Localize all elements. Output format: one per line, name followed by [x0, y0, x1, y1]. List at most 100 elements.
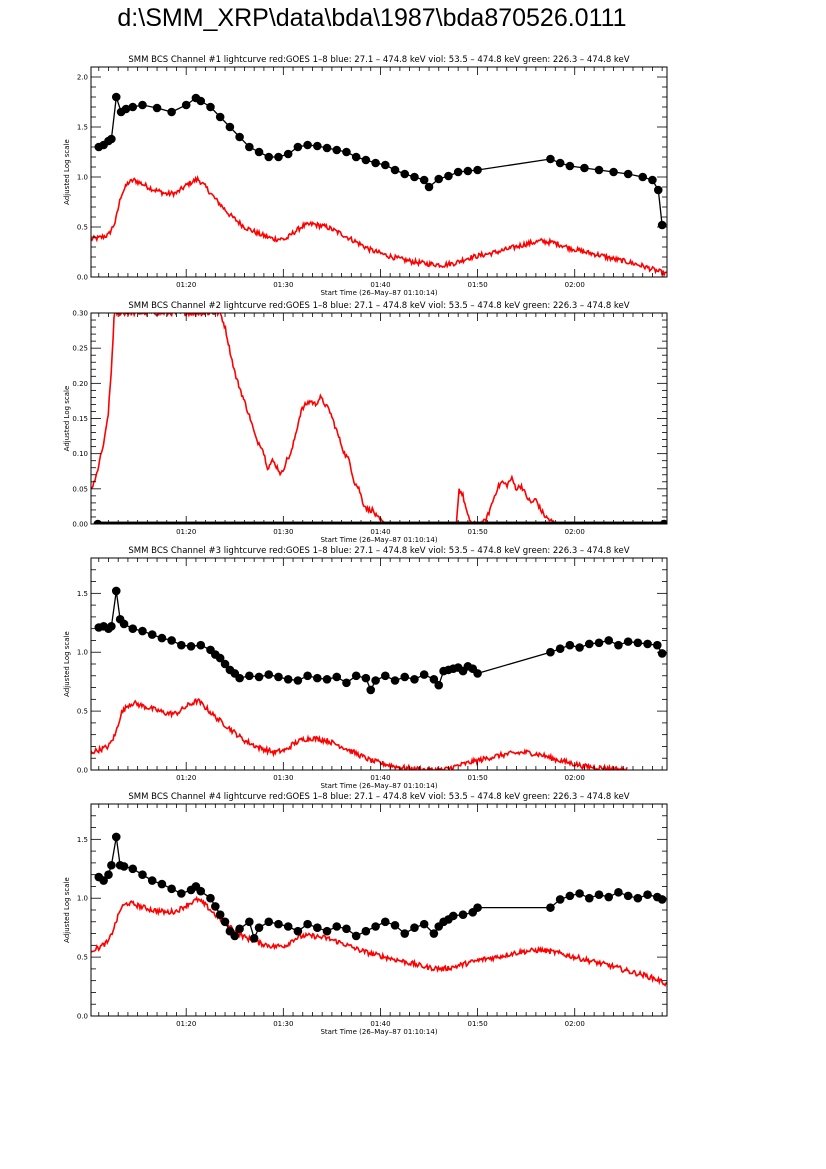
- plot-area: [91, 313, 667, 524]
- x-tick-label: 01:30: [273, 528, 293, 536]
- channel-data-point: [424, 182, 434, 192]
- plot-frame: [90, 312, 668, 525]
- channel-data-point: [366, 685, 376, 695]
- goes-series-line: [455, 474, 556, 524]
- channel-data-point: [186, 642, 196, 651]
- x-tick-label: 01:20: [176, 281, 196, 289]
- channel-data-point: [361, 673, 371, 683]
- y-tick-label: 0.5: [77, 954, 88, 962]
- channel-data-point: [322, 675, 332, 684]
- y-tick-label: 1.5: [77, 124, 88, 132]
- channel-data-point: [107, 622, 116, 631]
- chart-panel-4: SMM BCS Channel #4 lightcurve red:GOES 1…: [63, 792, 668, 1036]
- channel-data-point: [657, 220, 667, 230]
- channel-data-point: [381, 160, 390, 170]
- channel-data-point: [254, 147, 264, 157]
- channel-data-point: [177, 640, 186, 650]
- y-tick-label: 1.0: [77, 174, 88, 182]
- channel-data-point: [473, 669, 482, 678]
- channel-data-point: [390, 676, 400, 685]
- y-axis-label: Adjusted Log scale: [63, 631, 71, 697]
- x-tick-label: 01:50: [467, 528, 487, 536]
- channel-data-point: [623, 169, 633, 179]
- channel-series-line: [98, 590, 663, 692]
- chart-title: SMM BCS Channel #1 lightcurve red:GOES 1…: [128, 55, 629, 65]
- chart-title: SMM BCS Channel #3 lightcurve red:GOES 1…: [128, 546, 629, 556]
- channel-data-point: [434, 174, 444, 184]
- channel-data-point: [371, 922, 380, 931]
- channel-data-point: [128, 624, 138, 633]
- y-tick-label: 0.0: [77, 767, 88, 775]
- goes-series-line: [91, 895, 667, 987]
- channel-series-line: [98, 96, 663, 226]
- channel-data-point: [332, 145, 342, 155]
- channel-data-point: [361, 155, 371, 165]
- channel-data-point: [167, 884, 176, 894]
- chart-panel-2: SMM BCS Channel #2 lightcurve red:GOES 1…: [63, 301, 668, 544]
- channel-data-point: [206, 893, 215, 903]
- x-tick-label: 01:20: [176, 528, 196, 536]
- channel-data-point: [584, 893, 594, 903]
- channel-data-point: [157, 633, 167, 643]
- channel-data-point: [614, 888, 623, 897]
- channel-data-point: [274, 919, 283, 929]
- x-axis-label: Start Time (26–May–87 01:10:14): [320, 1028, 437, 1036]
- channel-data-point: [652, 640, 662, 650]
- channel-data-point: [342, 678, 351, 688]
- channel-data-point: [458, 910, 468, 920]
- y-tick-label: 2.0: [77, 74, 88, 82]
- x-tick-label: 01:40: [370, 1020, 390, 1028]
- channel-data-point: [215, 112, 225, 122]
- channel-data-point: [609, 167, 618, 177]
- channel-data-point: [657, 649, 667, 658]
- channel-data-point: [283, 922, 293, 931]
- channel-data-point: [249, 933, 259, 943]
- channel-data-point: [119, 862, 129, 871]
- channel-data-point: [565, 891, 575, 901]
- channel-data-point: [196, 640, 206, 650]
- channel-data-point: [429, 929, 439, 938]
- x-tick-label: 01:50: [467, 774, 487, 782]
- channel-data-point: [211, 902, 220, 911]
- x-tick-label: 01:50: [467, 281, 487, 289]
- channel-data-point: [215, 653, 225, 663]
- channel-data-point: [400, 929, 410, 938]
- x-axis-label: Start Time (26–May–87 01:10:14): [320, 536, 437, 544]
- channel-data-point: [473, 903, 482, 912]
- channel-data-point: [434, 680, 444, 690]
- channel-data-point: [128, 864, 138, 874]
- x-tick-label: 01:40: [370, 774, 390, 782]
- plot-area: [91, 586, 667, 770]
- channel-data-point: [371, 676, 380, 685]
- channel-data-point: [614, 640, 623, 650]
- channel-data-point: [196, 96, 206, 106]
- chart-title: SMM BCS Channel #4 lightcurve red:GOES 1…: [128, 792, 629, 802]
- channel-data-point: [206, 102, 215, 112]
- y-tick-label: 0.25: [72, 345, 88, 353]
- y-axis-label: Adjusted Log scale: [63, 877, 71, 943]
- channel-data-point: [575, 889, 584, 898]
- channel-data-point: [313, 141, 322, 151]
- channel-data-point: [230, 931, 240, 941]
- channel-data-point: [220, 917, 230, 927]
- channel-data-point: [575, 643, 584, 652]
- channel-data-point: [604, 892, 614, 902]
- x-tick-label: 02:00: [565, 774, 585, 782]
- x-tick-label: 01:20: [176, 774, 196, 782]
- plot-frame: [90, 803, 668, 1017]
- channel-data-point: [565, 640, 575, 650]
- channel-data-point: [594, 638, 604, 648]
- channel-data-point: [371, 158, 380, 168]
- channel-data-point: [264, 670, 274, 679]
- channel-data-point: [235, 924, 244, 934]
- plot-frame: [90, 557, 668, 771]
- x-tick-label: 01:30: [273, 1020, 293, 1028]
- channel-data-point: [138, 626, 147, 636]
- channel-data-point: [546, 154, 555, 164]
- channel-data-point: [361, 926, 371, 936]
- channel-data-point: [643, 639, 652, 649]
- x-tick-label: 02:00: [565, 1020, 585, 1028]
- channel-data-point: [147, 630, 157, 639]
- channel-data-point: [638, 172, 648, 182]
